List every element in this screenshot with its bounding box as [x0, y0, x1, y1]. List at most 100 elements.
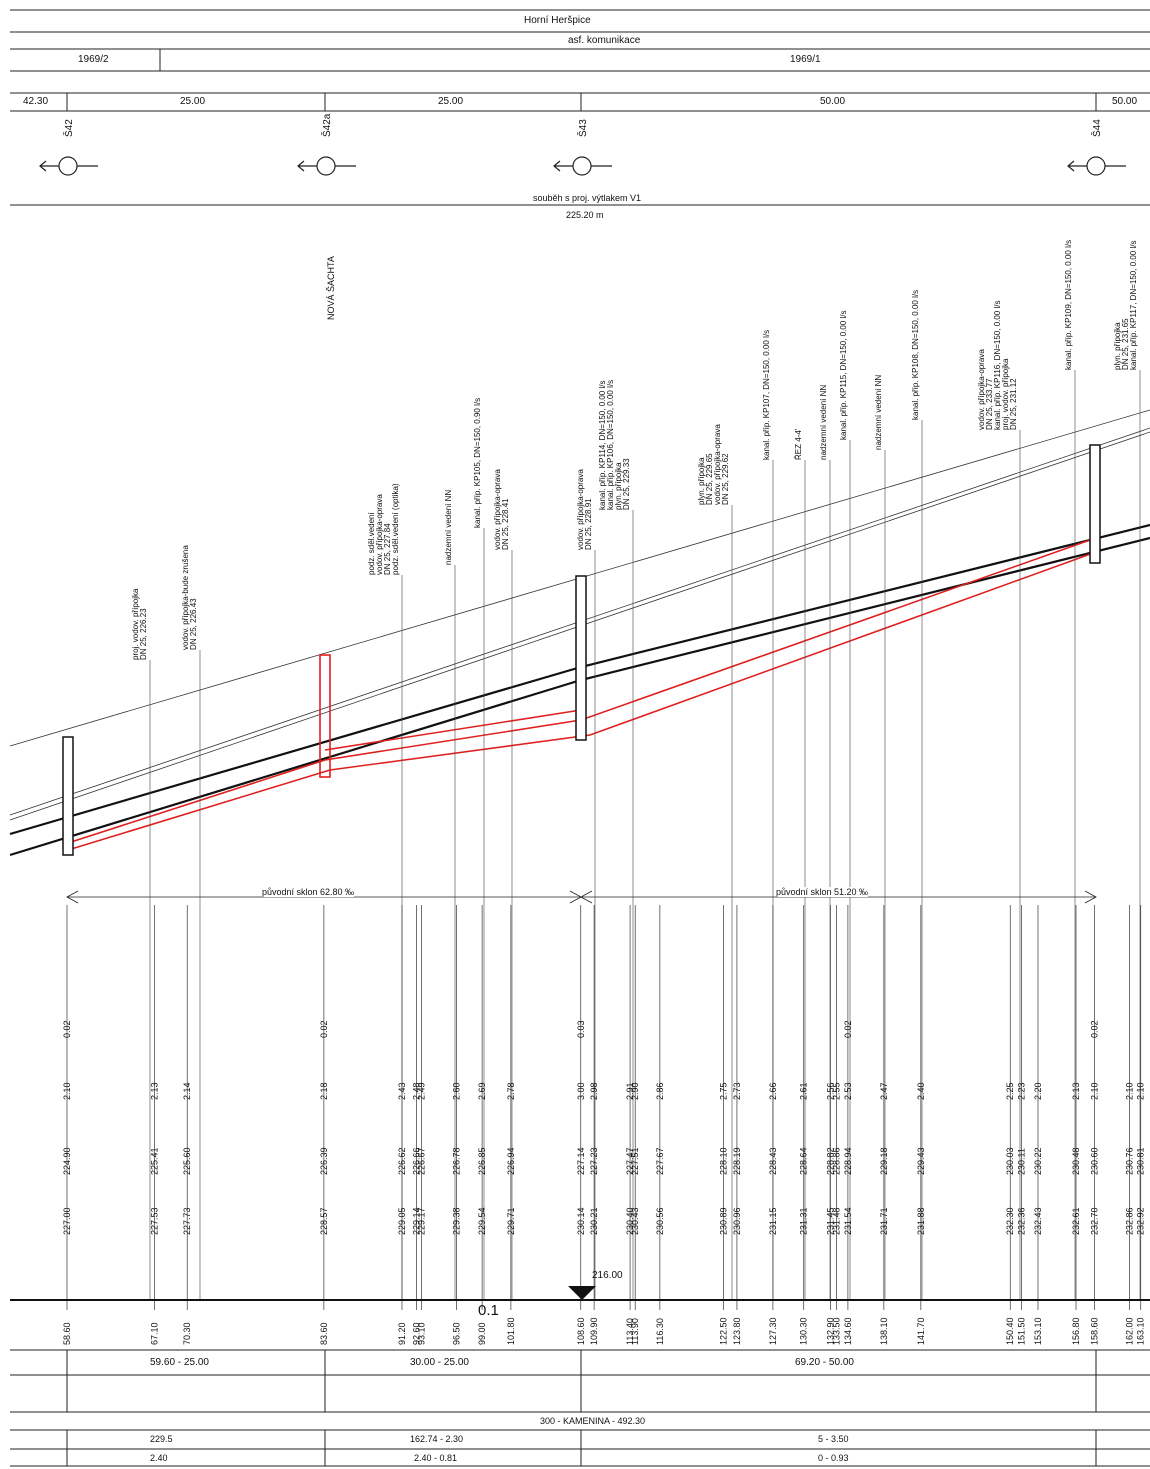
- utility-label: vodov. přípojka-oprava: [713, 424, 722, 505]
- invert-value: 230.48: [1071, 1147, 1081, 1175]
- manhole-symbols: [39, 156, 1126, 176]
- utility-label: proj. vodov. přípojka: [131, 588, 140, 660]
- invert-value: 229.43: [916, 1147, 926, 1175]
- utility-label: kanal. příp. KP107, DN=150, 0.00 l/s: [762, 330, 771, 460]
- depth-value: 2.49: [416, 1082, 426, 1100]
- utility-label: DN 25, 226.23: [139, 608, 148, 660]
- surface-label: asf. komunikace: [568, 35, 641, 46]
- terrain-value: 230.14: [576, 1207, 586, 1235]
- chainage-value: 138.10: [879, 1317, 889, 1345]
- chainage-value: 122.50: [719, 1317, 729, 1345]
- terrain-value: 231.71: [879, 1207, 889, 1235]
- terrain-value: 231.15: [768, 1207, 778, 1235]
- new-shaft-label: NOVÁ ŠACHTA: [326, 256, 336, 320]
- chainage-value: 99.00: [477, 1322, 487, 1345]
- manhole-label: Š42: [62, 119, 75, 137]
- depth-value: 2.66: [768, 1082, 778, 1100]
- depth-value: 2.48: [411, 1082, 421, 1100]
- terrain-value: 232.92: [1136, 1207, 1146, 1235]
- chainage-value: 123.80: [732, 1317, 742, 1345]
- invert-value: 224.90: [62, 1147, 72, 1175]
- invert-value: 229.18: [879, 1147, 889, 1175]
- utility-label: DN 25, 229.62: [721, 453, 730, 505]
- invert-value: 228.19: [732, 1147, 742, 1175]
- terrain-value: 230.40: [625, 1207, 635, 1235]
- depth-value: 2.23: [1017, 1082, 1027, 1100]
- depth-value: 2.98: [589, 1082, 599, 1100]
- utility-label: podz. sděl.vedení: [367, 512, 376, 575]
- utility-label: vodov. přípojka-oprava: [493, 469, 502, 550]
- footer-row3: 229.5: [150, 1434, 173, 1444]
- segment-length: 42.30: [23, 96, 49, 107]
- slope-label-2: původní sklon 51.20 ‰: [776, 887, 869, 897]
- utility-label: kanal. příp. KP105, DN=150, 0.90 l/s: [473, 398, 482, 528]
- parcel-2: 1969/1: [790, 54, 821, 65]
- terrain-value: 232.61: [1071, 1207, 1081, 1235]
- chainage-value: 158.60: [1090, 1317, 1100, 1345]
- terrain-value: 232.30: [1005, 1207, 1015, 1235]
- terrain-value: 232.43: [1033, 1207, 1043, 1235]
- terrain-value: 231.88: [916, 1207, 926, 1235]
- utility-label: vodov. přípojka-bude zrušena: [181, 545, 190, 650]
- depth-value: 2.18: [319, 1082, 329, 1100]
- utility-label: DN 25, 229.65: [705, 453, 714, 505]
- utility-label: vodov. přípojka-oprava: [576, 469, 585, 550]
- chainage-value: 153.10: [1033, 1317, 1043, 1345]
- utility-label: podz. sděl.vedení (optika): [391, 483, 400, 575]
- footer-row4: 0 - 0.93: [818, 1453, 849, 1463]
- pipe-spec: 300 - KAMENINA - 492.30: [540, 1416, 646, 1426]
- utility-label: nadzemní vedení NN: [444, 490, 453, 565]
- datum-marker: [568, 1286, 596, 1300]
- utility-label: kanal. příp. KP108, DN=150, 0.00 l/s: [911, 290, 920, 420]
- footer-section: 59.60 - 25.00: [150, 1357, 209, 1368]
- utility-label: kanal. příp. KP109, DN=150, 0.00 l/s: [1064, 240, 1073, 370]
- slope-diff-value: 0.02: [62, 1020, 72, 1038]
- depth-value: 2.10: [62, 1082, 72, 1100]
- footer-grid: [10, 1349, 1150, 1467]
- depth-value: 2.86: [655, 1082, 665, 1100]
- terrain-value: 230.89: [719, 1207, 729, 1235]
- depth-value: 2.43: [397, 1082, 407, 1100]
- chainage-value: 156.80: [1071, 1317, 1081, 1345]
- slope-dimension: [66, 890, 1097, 904]
- station-lines: [66, 370, 1142, 1310]
- utility-label: DN 25, 231.12: [1009, 378, 1018, 430]
- invert-value: 226.85: [477, 1147, 487, 1175]
- depth-value: 2.25: [1005, 1082, 1015, 1100]
- depth-value: 2.75: [719, 1082, 729, 1100]
- invert-value: 230.76: [1124, 1147, 1134, 1175]
- invert-value: 228.82: [825, 1147, 835, 1175]
- chainage-value: 96.50: [451, 1322, 461, 1345]
- datum-label: 216.00: [592, 1270, 623, 1281]
- terrain-value: 231.54: [843, 1207, 853, 1235]
- manhole-label: Š43: [576, 119, 589, 137]
- chainage-value: 67.10: [149, 1322, 159, 1345]
- chainage-value: 150.40: [1005, 1317, 1015, 1345]
- chainage-value: 133.50: [832, 1317, 842, 1345]
- utility-label: DN 25, 228.41: [501, 498, 510, 550]
- depth-value: 3.00: [576, 1082, 586, 1100]
- invert-value: 226.62: [397, 1147, 407, 1175]
- terrain-value: 229.71: [506, 1207, 516, 1235]
- utility-label: DN 25, 226.43: [189, 598, 198, 650]
- footer-row3: 5 - 3.50: [818, 1434, 849, 1444]
- depth-value: 2.73: [732, 1082, 742, 1100]
- chainage-value: 92.60: [411, 1322, 421, 1345]
- terrain-value: 232.70: [1090, 1207, 1100, 1235]
- slope-diff-value: 0.03: [576, 1020, 586, 1038]
- chainage-value: 134.60: [843, 1317, 853, 1345]
- invert-value: 230.81: [1136, 1147, 1146, 1175]
- slope-label-1: původní sklon 62.80 ‰: [262, 887, 355, 897]
- location-label: Horní Heršpice: [524, 15, 591, 26]
- terrain-value: 229.17: [416, 1207, 426, 1235]
- invert-value: 227.23: [589, 1147, 599, 1175]
- segment-length: 50.00: [820, 96, 846, 107]
- utility-label: vodov. přípojka-oprava: [977, 349, 986, 430]
- utility-label: plyn. přípojka: [697, 457, 706, 505]
- terrain-value: 232.86: [1124, 1207, 1134, 1235]
- terrain-value: 231.45: [825, 1207, 835, 1235]
- text-layer: 58.60 227.00 224.90 2.10 67.10 227.53 225.41 2.…: [62, 113, 1146, 1345]
- terrain-value: 230.56: [655, 1207, 665, 1235]
- chainage-value: 101.80: [506, 1317, 516, 1345]
